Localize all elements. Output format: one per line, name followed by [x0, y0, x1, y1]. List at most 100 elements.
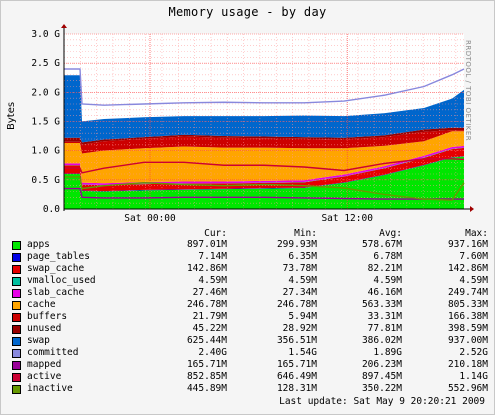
legend-swatch	[12, 385, 21, 394]
legend-swatch	[12, 265, 21, 274]
legend-avg: 33.31M	[367, 311, 402, 322]
legend-cur: 445.89M	[186, 383, 227, 394]
legend-swatch	[12, 373, 21, 382]
legend-row: mapped 165.71M 165.71M 206.23M 210.18M	[12, 359, 492, 371]
line-active	[64, 158, 465, 174]
legend-avg: 578.67M	[361, 239, 402, 250]
legend-max: 7.60M	[459, 251, 488, 262]
legend-name: inactive	[27, 383, 73, 394]
legend-avg: 6.78M	[373, 251, 402, 262]
legend-cur: 142.86M	[186, 263, 227, 274]
legend-name: active	[27, 371, 62, 382]
legend-row: swap 625.44M 356.51M 386.02M 937.00M	[12, 335, 492, 347]
legend-name: mapped	[27, 359, 62, 370]
legend-cur: 2.40G	[198, 347, 227, 358]
legend-row: unused 45.22M 28.92M 77.81M 398.59M	[12, 323, 492, 335]
legend-swatch	[12, 325, 21, 334]
legend-max: 552.96M	[447, 383, 488, 394]
area-unused	[64, 127, 464, 145]
legend-header: Cur: Min: Avg: Max:	[12, 228, 492, 239]
legend: Cur: Min: Avg: Max: apps 897.01M 299.93M 57…	[12, 228, 492, 395]
legend-row: slab_cache 27.46M 27.34M 46.16M 249.74M	[12, 287, 492, 299]
legend-cur: 246.78M	[186, 299, 227, 310]
y-tick-label: 1.5 G	[31, 117, 60, 128]
legend-row: cache 246.78M 246.78M 563.33M 805.33M	[12, 299, 492, 311]
legend-name: apps	[27, 239, 50, 250]
y-tick-label: 0.0	[43, 204, 60, 215]
legend-max: 398.59M	[447, 323, 488, 334]
legend-row: swap_cache 142.86M 73.78M 82.21M 142.86M	[12, 263, 492, 275]
legend-avg: 46.16M	[367, 287, 402, 298]
last-update: Last update: Sat May 9 20:20:21 2009	[279, 396, 485, 407]
legend-swatch	[12, 361, 21, 370]
legend-min: 73.78M	[282, 263, 317, 274]
legend-row: apps 897.01M 299.93M 578.67M 937.16M	[12, 239, 492, 251]
y-tick-label: 2.5 G	[31, 58, 60, 69]
legend-max: 937.16M	[447, 239, 488, 250]
legend-avg: 77.81M	[367, 323, 402, 334]
legend-min: 28.92M	[282, 323, 317, 334]
legend-min: 1.54G	[288, 347, 317, 358]
legend-name: swap_cache	[27, 263, 85, 274]
legend-cur: 852.85M	[186, 371, 227, 382]
legend-avg: 386.02M	[361, 335, 402, 346]
y-tick-label: 0.5 G	[31, 175, 60, 186]
legend-min: 6.35M	[288, 251, 317, 262]
legend-max: 249.74M	[447, 287, 488, 298]
legend-min: 4.59M	[288, 275, 317, 286]
legend-min: 165.71M	[276, 359, 317, 370]
legend-max: 937.00M	[447, 335, 488, 346]
legend-swatch	[12, 337, 21, 346]
legend-name: committed	[27, 347, 79, 358]
legend-max: 166.38M	[447, 311, 488, 322]
legend-cur: 21.79M	[192, 311, 227, 322]
legend-min: 646.49M	[276, 371, 317, 382]
legend-name: page_tables	[27, 251, 90, 262]
line-mapped	[64, 187, 464, 200]
legend-avg: 1.89G	[373, 347, 402, 358]
legend-min: 27.34M	[282, 287, 317, 298]
legend-row: inactive 445.89M 128.31M 350.22M 552.96M	[12, 383, 492, 395]
legend-swatch	[12, 349, 21, 358]
legend-avg: 206.23M	[361, 359, 402, 370]
legend-name: swap	[27, 335, 50, 346]
y-axis-arrow	[61, 24, 67, 28]
legend-max: 4.59M	[459, 275, 488, 286]
x-tick-label: Sat 12:00	[321, 213, 373, 224]
legend-cur: 897.01M	[186, 239, 227, 250]
legend-name: buffers	[27, 311, 68, 322]
y-tick-label: 3.0 G	[31, 29, 60, 40]
area-swap	[64, 75, 464, 143]
legend-min: 299.93M	[276, 239, 317, 250]
legend-row: active 852.85M 646.49M 897.45M 1.14G	[12, 371, 492, 383]
legend-avg: 4.59M	[373, 275, 402, 286]
legend-min: 128.31M	[276, 383, 317, 394]
header-min: Min:	[294, 228, 317, 239]
area-swap_cache	[64, 147, 464, 192]
legend-cur: 165.71M	[186, 359, 227, 370]
legend-max: 805.33M	[447, 299, 488, 310]
x-axis-arrow	[470, 206, 474, 212]
legend-row: committed 2.40G 1.54G 1.89G 2.52G	[12, 347, 492, 359]
legend-name: vmalloc_used	[27, 275, 96, 286]
legend-swatch	[12, 253, 21, 262]
header-cur: Cur:	[204, 228, 227, 239]
legend-name: cache	[27, 299, 56, 310]
area-buffers	[64, 130, 464, 154]
legend-max: 142.86M	[447, 263, 488, 274]
legend-max: 2.52G	[459, 347, 488, 358]
legend-cur: 45.22M	[192, 323, 227, 334]
legend-swatch	[12, 313, 21, 322]
y-tick-label: 2.0 G	[31, 87, 60, 98]
memory-chart: 0.0 0.5 G 1.0 G 1.5 G 2.0 G 2.5 G 3.0 G Sat 00:…	[31, 24, 474, 224]
legend-avg: 82.21M	[367, 263, 402, 274]
legend-row: page_tables 7.14M 6.35M 6.78M 7.60M	[12, 251, 492, 263]
legend-avg: 897.45M	[361, 371, 402, 382]
area-apps	[64, 156, 464, 209]
legend-cur: 27.46M	[192, 287, 227, 298]
legend-cur: 625.44M	[186, 335, 227, 346]
legend-row: buffers 21.79M 5.94M 33.31M 166.38M	[12, 311, 492, 323]
legend-row: vmalloc_used 4.59M 4.59M 4.59M 4.59M	[12, 275, 492, 287]
legend-cur: 7.14M	[198, 251, 227, 262]
area-cache	[64, 131, 464, 184]
